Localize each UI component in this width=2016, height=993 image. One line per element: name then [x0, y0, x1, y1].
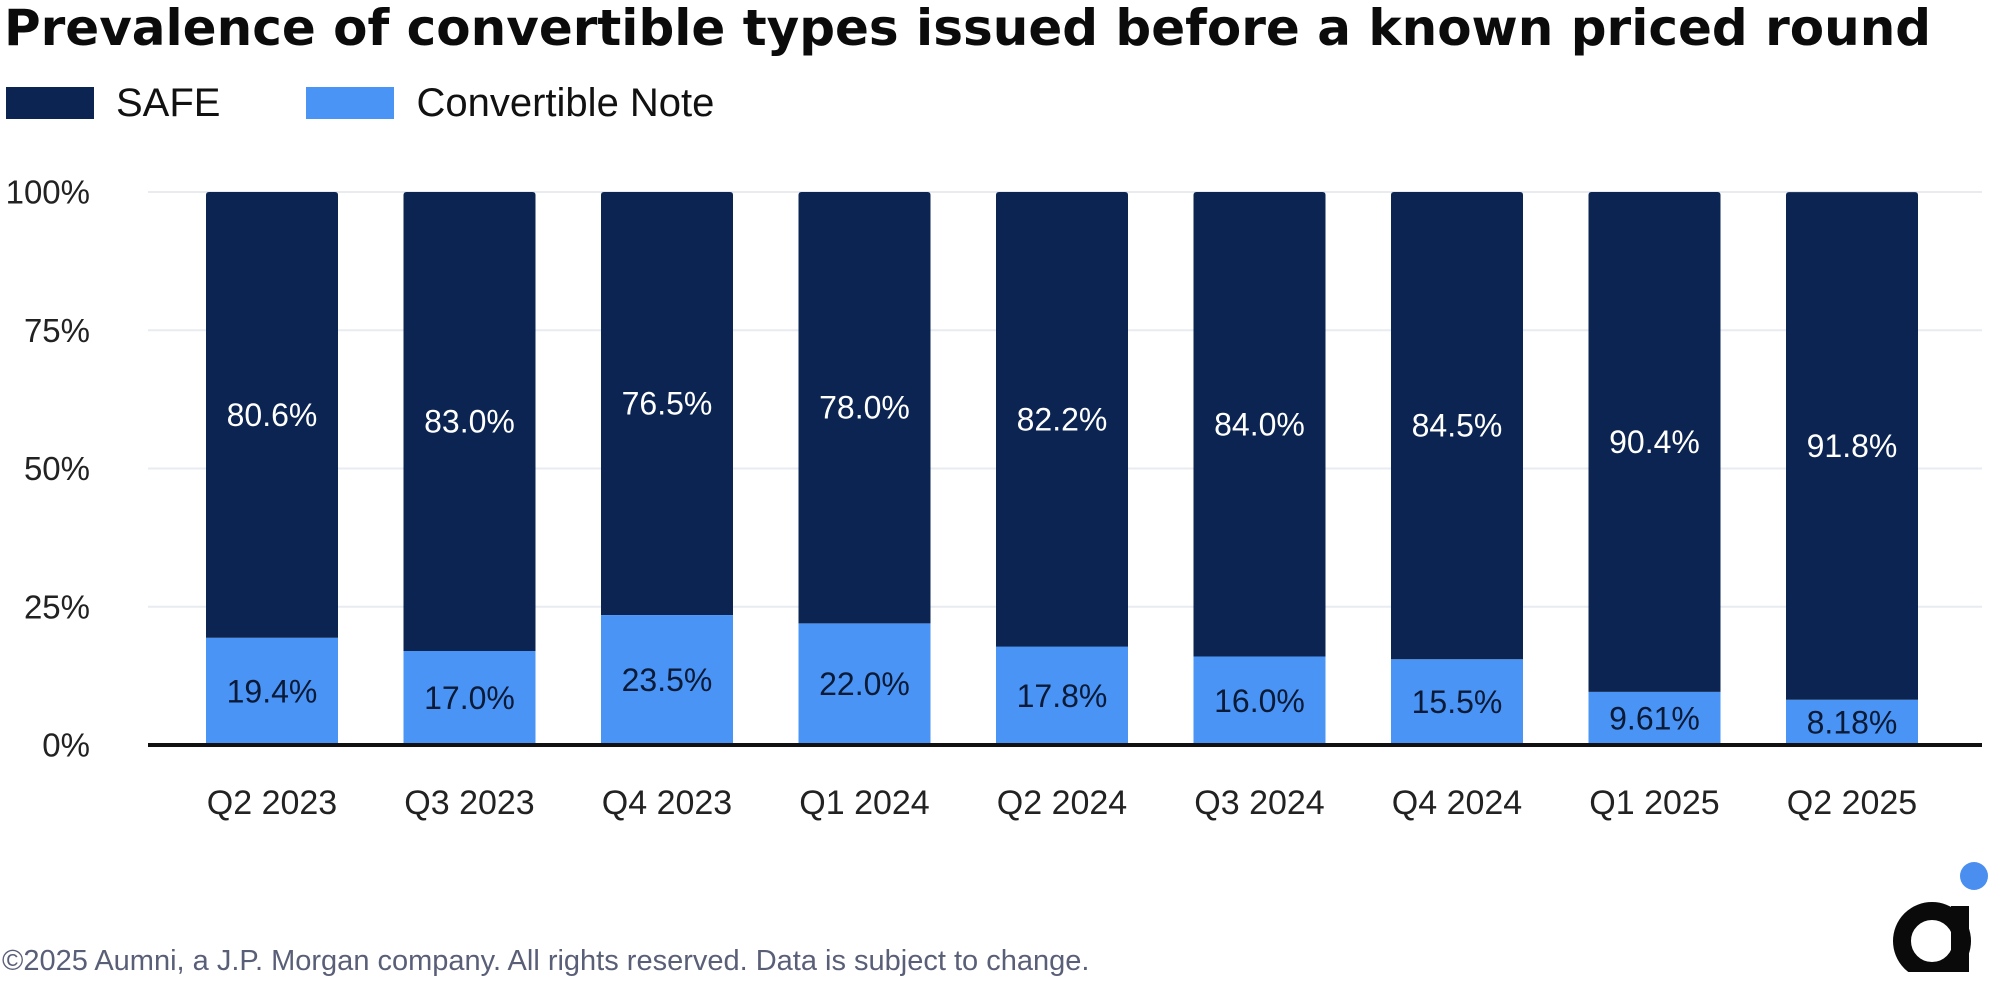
- x-tick-label: Q2 2025: [1787, 784, 1917, 822]
- bar-segment-safe: [403, 192, 536, 651]
- x-tick-label: Q2 2024: [997, 784, 1127, 822]
- data-label-convertible-note: 19.4%: [227, 673, 318, 709]
- legend-label-convertible-note: Convertible Note: [416, 80, 715, 125]
- x-tick-label: Q2 2023: [207, 784, 337, 822]
- bar-segment-convertible-note: [1193, 656, 1326, 745]
- bar-segment-convertible-note: [1391, 659, 1523, 745]
- bar-segment-safe: [1786, 192, 1918, 700]
- bar-segment-convertible-note: [996, 646, 1128, 745]
- data-label-safe: 90.4%: [1609, 424, 1700, 460]
- aumni-logo-icon: [1893, 862, 1988, 972]
- bar-segment-safe: [996, 192, 1128, 647]
- data-label-convertible-note: 15.5%: [1412, 684, 1503, 720]
- bar-segment-safe: [601, 192, 733, 616]
- data-label-convertible-note: 22.0%: [819, 666, 910, 702]
- y-tick-label: 75%: [24, 312, 90, 349]
- y-tick-label: 100%: [6, 174, 90, 211]
- legend: SAFE Convertible Note: [6, 78, 800, 128]
- x-tick-label: Q3 2024: [1194, 784, 1324, 822]
- data-label-convertible-note: 8.18%: [1807, 704, 1898, 740]
- bar-segment-convertible-note: [1786, 699, 1918, 745]
- data-label-safe: 82.2%: [1017, 401, 1108, 437]
- data-label-convertible-note: 17.8%: [1017, 678, 1108, 714]
- y-tick-label: 50%: [24, 450, 90, 487]
- legend-item-safe: SAFE: [6, 81, 220, 126]
- bar-segment-convertible-note: [601, 615, 733, 745]
- data-label-safe: 83.0%: [424, 403, 515, 439]
- y-tick-label: 0%: [42, 727, 90, 764]
- x-tick-label: Q1 2024: [799, 784, 929, 822]
- logo-accent-dot: [1960, 862, 1988, 890]
- bar-segment-convertible-note: [206, 637, 338, 745]
- bar-segment-safe: [1588, 191, 1721, 692]
- logo-letter-stem: [1951, 906, 1969, 972]
- chart-title: Prevalence of convertible types issued b…: [4, 0, 1932, 57]
- bar-segment-convertible-note: [1588, 691, 1721, 745]
- data-label-convertible-note: 9.61%: [1609, 700, 1700, 736]
- data-label-safe: 80.6%: [227, 397, 318, 433]
- stacked-bar-chart: 0% 25% 50% 75% 100% 19.4% 80.6% Q2 2023 17.0% 83.…: [6, 174, 1982, 822]
- data-label-safe: 84.0%: [1214, 406, 1305, 442]
- data-label-convertible-note: 23.5%: [622, 662, 713, 698]
- legend-label-safe: SAFE: [116, 80, 221, 125]
- x-tick-label: Q4 2023: [602, 784, 732, 822]
- bar-segment-safe: [206, 192, 338, 638]
- data-label-convertible-note: 16.0%: [1214, 683, 1305, 719]
- bar-segment-convertible-note: [403, 650, 536, 745]
- legend-item-convertible-note: Convertible Note: [306, 81, 714, 126]
- bar-segment-convertible-note: [798, 623, 931, 745]
- bar-segment-safe: [1193, 192, 1326, 657]
- copyright-footer: ©2025 Aumni, a J.P. Morgan company. All …: [2, 945, 1090, 977]
- data-label-safe: 78.0%: [819, 390, 910, 426]
- bar-segment-safe: [798, 192, 931, 624]
- data-label-safe: 91.8%: [1807, 428, 1898, 464]
- x-tick-label: Q1 2025: [1589, 784, 1719, 822]
- y-tick-label: 25%: [24, 588, 90, 625]
- x-tick-label: Q3 2023: [404, 784, 534, 822]
- data-label-safe: 84.5%: [1412, 408, 1503, 444]
- data-label-convertible-note: 17.0%: [424, 680, 515, 716]
- legend-swatch-safe: [6, 87, 94, 119]
- data-label-safe: 76.5%: [622, 386, 713, 422]
- bar-segment-safe: [1391, 192, 1523, 660]
- legend-swatch-convertible-note: [306, 87, 395, 119]
- x-tick-label: Q4 2024: [1392, 784, 1522, 822]
